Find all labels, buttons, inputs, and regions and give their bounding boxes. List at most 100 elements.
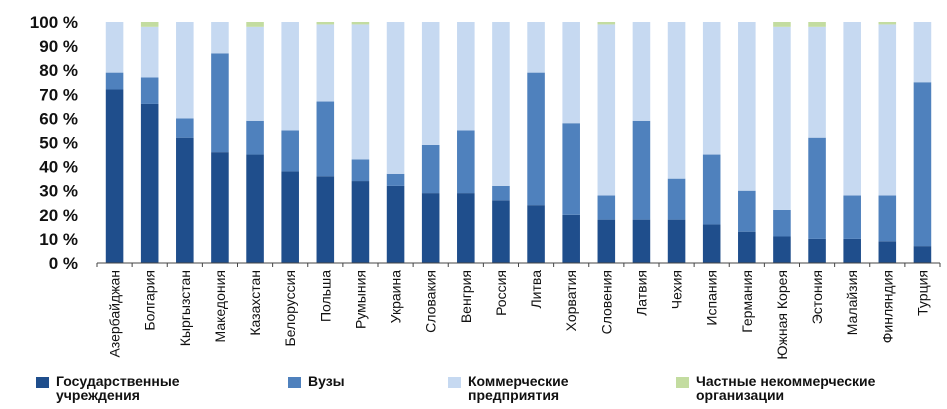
y-tick-label: 40 %	[39, 158, 78, 177]
x-category-label: Турция	[914, 270, 930, 316]
bar-segment	[562, 22, 580, 124]
bar-segment	[140, 26, 159, 78]
bar-segment	[878, 195, 897, 242]
y-tick-label: 30 %	[39, 182, 78, 201]
bar-segment	[316, 101, 335, 177]
x-category-label: Венгрия	[458, 270, 474, 323]
bar-segment	[386, 22, 405, 174]
x-category-label: Малайзия	[844, 270, 860, 335]
stacked-bar-chart: 0 % 10 % 20 % 30 % 40 % 50 % 60 % 70 % 80 % 90 % 1…	[30, 13, 941, 360]
bar-segment	[632, 120, 651, 220]
bar-segment	[632, 219, 651, 263]
y-tick-label: 50 %	[39, 134, 78, 153]
x-category-label: Словения	[598, 270, 614, 334]
x-category-label: Испания	[704, 270, 720, 326]
bar-segment	[246, 120, 264, 155]
bar-segment	[211, 53, 229, 153]
bar-segment	[316, 24, 335, 102]
legend-label-private-nonprofit: Частные некоммерческие организации	[696, 373, 876, 403]
x-category-label: Словакия	[423, 270, 439, 333]
bar-segment	[913, 82, 932, 247]
bar-segment	[773, 22, 791, 27]
y-tick-label: 0 %	[49, 254, 78, 273]
x-category-label: Македония	[212, 270, 228, 342]
bar-segment	[738, 231, 756, 263]
bar-segment	[246, 26, 264, 121]
bar-segment	[527, 72, 545, 206]
bar-segment	[246, 154, 264, 263]
x-category-label: Белоруссия	[282, 270, 298, 347]
legend-swatch-government	[36, 377, 49, 388]
bar-segment	[773, 236, 791, 263]
bar-segment	[176, 118, 194, 138]
x-category-label: Румыния	[352, 270, 368, 329]
x-category-label: Чехия	[669, 270, 685, 309]
bar-segment	[105, 22, 124, 73]
x-category-label: Латвия	[633, 270, 649, 316]
x-category-label: Хорватия	[563, 270, 579, 331]
legend: Государственные учреждения Вузы Коммерче…	[0, 374, 947, 409]
bar-segment	[351, 181, 370, 263]
y-tick-label: 70 %	[39, 85, 78, 104]
bar-segment	[667, 219, 686, 263]
bar-segment	[351, 22, 370, 25]
legend-swatch-private-nonprofit	[676, 377, 689, 388]
x-category-label: Литва	[528, 270, 544, 309]
bar-segment	[913, 246, 932, 263]
x-category-label: Германия	[739, 270, 755, 333]
bar-segment	[667, 22, 686, 179]
bar-segment	[457, 130, 475, 194]
bar-segment	[281, 130, 299, 172]
bar-segment	[562, 214, 580, 263]
bar-segment	[597, 219, 616, 263]
legend-label-universities: Вузы	[308, 373, 345, 389]
bar-segment	[421, 144, 440, 194]
bar-segment	[316, 22, 335, 25]
legend-label-commercial: Коммерческие предприятия	[468, 373, 569, 403]
bar-segment	[176, 137, 194, 263]
x-category-label: Казахстан	[247, 270, 263, 336]
bar-segment	[457, 22, 475, 131]
bar-segment	[386, 185, 405, 263]
bar-segment	[527, 205, 545, 263]
y-tick-label: 60 %	[39, 109, 78, 128]
bar-segment	[878, 241, 897, 263]
bar-segment	[667, 178, 686, 220]
bar-segment	[211, 22, 229, 54]
bar-segment	[632, 22, 651, 121]
x-category-label: Болгария	[142, 270, 158, 331]
bar-segment	[808, 137, 826, 239]
y-tick-label: 20 %	[39, 206, 78, 225]
bar-segment	[492, 185, 510, 201]
x-category-label: Азербайджан	[107, 270, 123, 358]
x-category-label: Россия	[493, 270, 509, 316]
bar-segment	[211, 152, 229, 263]
bar-segment	[702, 224, 721, 263]
bar-segment	[808, 26, 826, 138]
bar-segment	[878, 22, 897, 25]
bar-segment	[843, 195, 861, 239]
bar-segment	[597, 22, 616, 25]
x-category-label: Финляндия	[879, 270, 895, 343]
bar-segment	[421, 22, 440, 145]
bar-segment	[808, 22, 826, 27]
bar-segment	[843, 22, 861, 196]
y-tick-label: 100 %	[30, 13, 78, 32]
bar-segment	[808, 238, 826, 263]
bar-segment	[597, 24, 616, 196]
bar-segment	[246, 22, 264, 27]
x-category-label: Южная Корея	[774, 270, 790, 360]
x-category-label: Эстония	[809, 270, 825, 324]
bar-segment	[702, 154, 721, 225]
legend-label-government: Государственные учреждения	[56, 373, 180, 403]
bar-segment	[562, 123, 580, 215]
bar-segment	[386, 173, 405, 186]
bar-segment	[738, 190, 756, 232]
bar-segment	[140, 22, 159, 27]
y-tick-label: 80 %	[39, 61, 78, 80]
bar-segment	[843, 238, 861, 263]
bar-segment	[351, 24, 370, 160]
y-tick-label: 10 %	[39, 230, 78, 249]
bar-segment	[457, 193, 475, 263]
y-tick-label: 90 %	[39, 37, 78, 56]
